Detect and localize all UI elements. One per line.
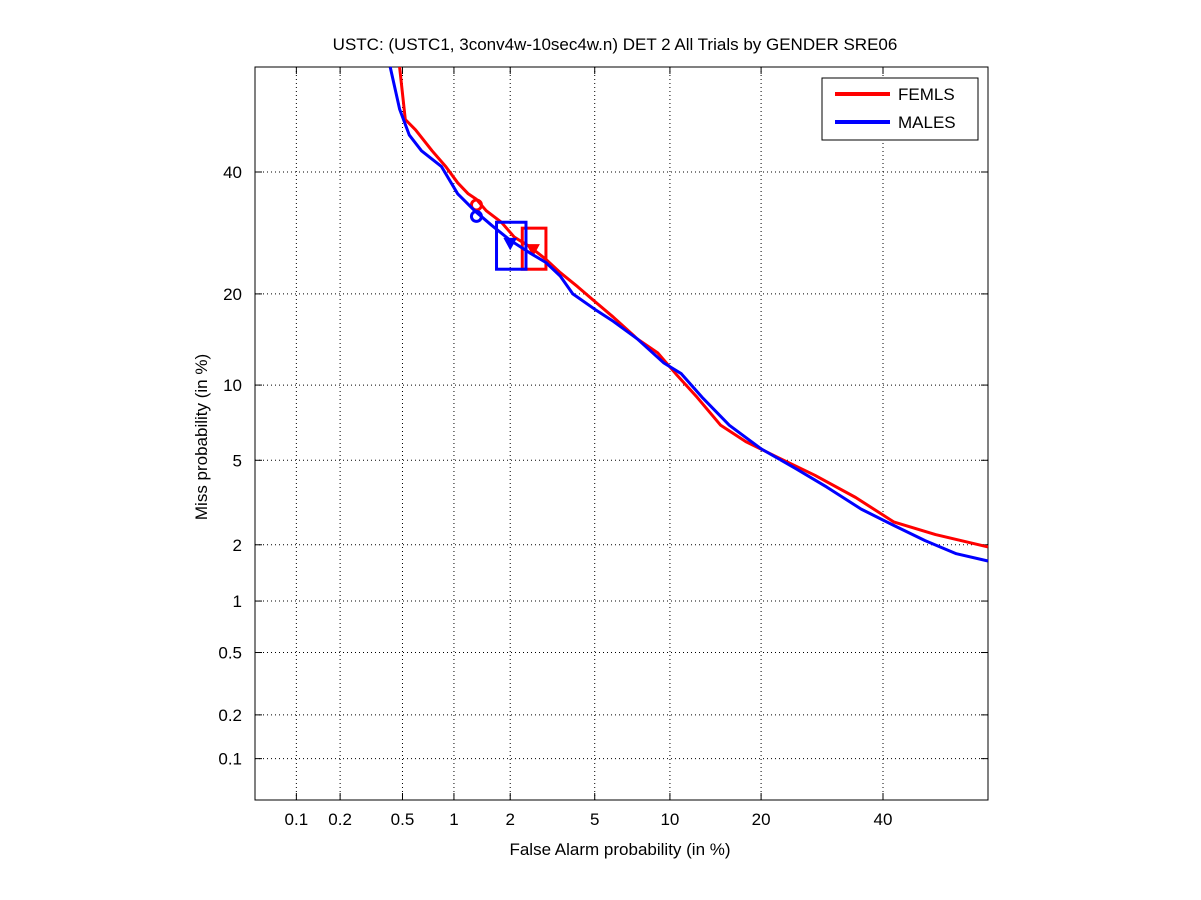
x-tick-label: 1 [449,810,458,829]
x-tick-label: 0.2 [328,810,352,829]
tick-marks [255,67,988,800]
y-tick-label: 1 [233,592,242,611]
y-tick-label: 0.1 [218,750,242,769]
series-line-femls [398,66,989,549]
grid-lines [255,67,988,800]
x-tick-label: 2 [505,810,514,829]
x-tick-label: 40 [874,810,893,829]
legend: FEMLS MALES [821,77,979,141]
series-line-males [388,66,989,563]
x-tick-label: 0.5 [391,810,415,829]
y-tick-label: 0.5 [218,644,242,663]
y-tick-label: 20 [223,285,242,304]
x-axis-label: False Alarm probability (in %) [509,840,730,859]
x-tick-label: 10 [660,810,679,829]
eer-marker-femls [526,244,540,257]
y-tick-label: 2 [233,536,242,555]
legend-label-males: MALES [898,113,956,132]
series-males [388,66,989,563]
plot-frame [254,66,989,801]
x-tick-label: 0.1 [285,810,309,829]
y-tick-label: 5 [233,451,242,470]
y-axis-label: Miss probability (in %) [192,354,211,520]
chart-title: USTC: (USTC1, 3conv4w-10sec4w.n) DET 2 A… [333,35,898,54]
x-tick-label: 20 [752,810,771,829]
y-tick-label: 40 [223,163,242,182]
y-tick-label: 0.2 [218,706,242,725]
eer-marker-males [503,237,518,251]
legend-box [821,77,979,141]
x-tick-label: 5 [590,810,599,829]
tick-labels: 0.1 0.2 0.5 1 2 5 10 20 40 0.1 0.2 0.5 1 2 5 10 20 40 [218,163,892,829]
legend-label-femls: FEMLS [898,85,955,104]
y-tick-label: 10 [223,376,242,395]
series-group [388,66,989,563]
min-dcf-marker-males [469,209,483,223]
confidence-box-males [495,220,528,271]
